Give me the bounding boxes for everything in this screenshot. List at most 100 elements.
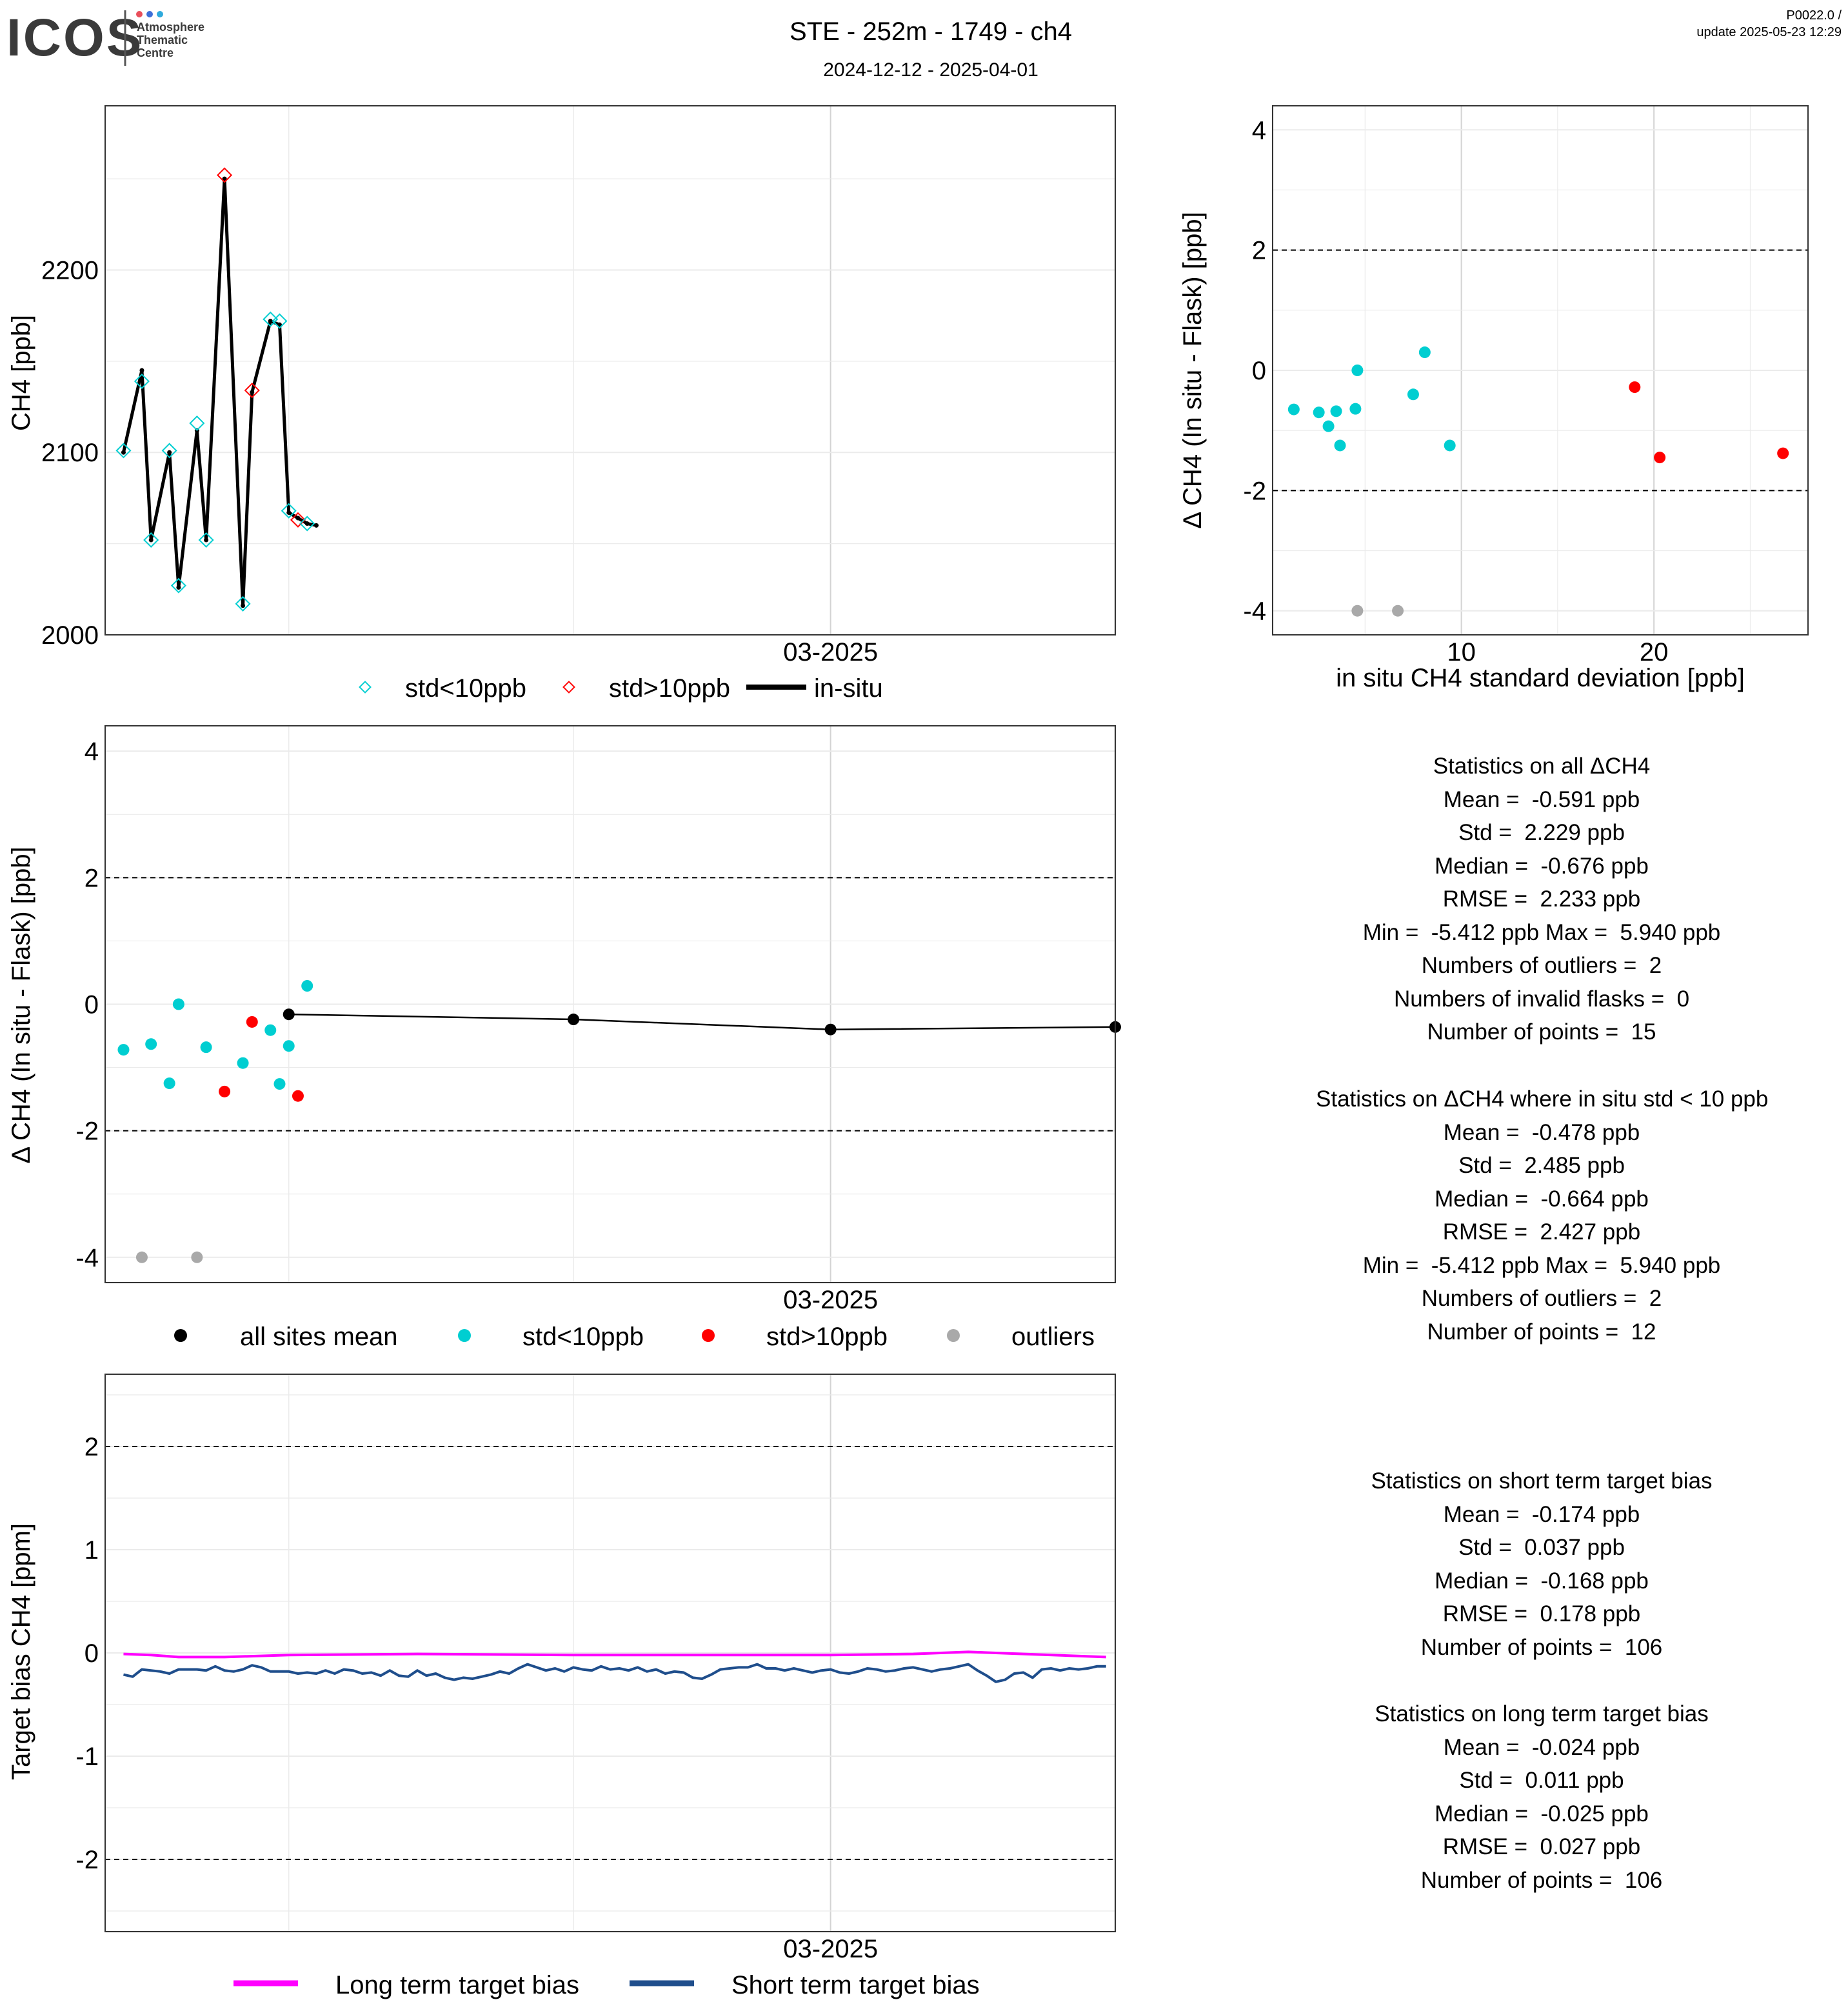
legend-label-std-lt10: std<10ppb bbox=[405, 674, 526, 703]
y-tick-label: 0 bbox=[84, 1639, 99, 1668]
delta-point bbox=[273, 1078, 286, 1090]
delta-point bbox=[264, 1024, 277, 1036]
legend-diamond-std-lt10 bbox=[359, 681, 372, 694]
flask-diamond bbox=[235, 595, 251, 612]
std-scatter-panel: -4 -2 0 2 4 10 20 Δ CH4 (In situ - Flask) [ppb… bbox=[1178, 105, 1809, 692]
stats-title: Statistics on short term target bias bbox=[1371, 1468, 1713, 1494]
stats-long-term: Statistics on long term target bias Mean… bbox=[1316, 1697, 1767, 1897]
scatter-point bbox=[1351, 365, 1364, 376]
stats-title: Statistics on long term target bias bbox=[1375, 1701, 1709, 1726]
y-tick-label: 2100 bbox=[41, 439, 99, 467]
timeseries-legend: std<10ppb std>10ppb in-situ bbox=[359, 674, 883, 703]
y-tick-label: -4 bbox=[1243, 597, 1266, 626]
legend-dot-mean bbox=[174, 1329, 187, 1342]
legend-dot-outliers bbox=[947, 1329, 960, 1342]
flask-diamond bbox=[161, 443, 177, 459]
y-tick-label: 2200 bbox=[41, 256, 99, 285]
delta-frame bbox=[104, 725, 1116, 1283]
delta-data bbox=[117, 980, 1121, 1263]
y-tick-label: 1 bbox=[84, 1536, 99, 1565]
stats-line: Median = -0.168 ppb bbox=[1435, 1568, 1649, 1594]
stats-line: Number of points = 106 bbox=[1420, 1867, 1663, 1893]
std-scatter-tick-labels: -4 -2 0 2 4 10 20 bbox=[1243, 116, 1668, 666]
logo-text: ICOS bbox=[6, 8, 143, 67]
legend-label-in-situ: in-situ bbox=[814, 674, 883, 703]
logo-dot-1 bbox=[136, 11, 143, 17]
long-term-bias-line bbox=[123, 1650, 1106, 1659]
timeseries-tick-labels: 2000 2100 2200 03-2025 bbox=[41, 256, 878, 666]
flask-diamond bbox=[244, 383, 260, 399]
stats-line: Std = 0.037 ppb bbox=[1458, 1535, 1625, 1560]
stats-line: Numbers of invalid flasks = 0 bbox=[1393, 986, 1690, 1012]
flask-diamond bbox=[299, 515, 315, 532]
mean-point bbox=[824, 1023, 837, 1036]
legend-dot-std-gt10 bbox=[702, 1329, 715, 1342]
delta-point bbox=[191, 1251, 203, 1263]
page-title: STE - 252m - 1749 - ch4 bbox=[790, 17, 1072, 46]
std-scatter-xlabel: in situ CH4 standard deviation [ppb] bbox=[1336, 664, 1745, 692]
delta-point bbox=[163, 1077, 175, 1090]
stats-line: Std = 2.229 ppb bbox=[1458, 820, 1625, 845]
stats-line: Number of points = 12 bbox=[1427, 1319, 1656, 1345]
delta-point bbox=[135, 1251, 148, 1263]
timeseries-panel: 2000 2100 2200 03-2025 CH4 [ppb] std<10ppb … bbox=[7, 105, 1116, 703]
version-label: P0022.0 / bbox=[1786, 8, 1842, 23]
logo-subtitle-line-3: Centre bbox=[137, 46, 174, 59]
flask-diamond bbox=[143, 532, 159, 548]
flask-diamond bbox=[189, 415, 205, 432]
legend-dot-std-lt10 bbox=[458, 1329, 471, 1342]
delta-point bbox=[292, 1090, 304, 1102]
y-tick-label: 0 bbox=[1252, 357, 1266, 385]
in-situ-point bbox=[304, 521, 310, 526]
y-tick-label: -4 bbox=[75, 1244, 99, 1272]
in-situ-point bbox=[250, 390, 255, 395]
target-bias-panel: -2 -1 0 1 2 03-2025 Target bias CH4 [ppm] Lon… bbox=[7, 1374, 1116, 1999]
stats-line: Median = -0.025 ppb bbox=[1435, 1801, 1649, 1826]
stats-line: Numbers of outliers = 2 bbox=[1421, 953, 1662, 978]
scatter-point bbox=[1777, 447, 1789, 459]
y-tick-label: 2 bbox=[1252, 237, 1266, 265]
stats-title: Statistics on ΔCH4 where in situ std < 1… bbox=[1316, 1086, 1769, 1112]
legend-label-long-term: Long term target bias bbox=[335, 1971, 579, 1999]
legend-label-mean: all sites mean bbox=[240, 1323, 398, 1351]
in-situ-point bbox=[241, 603, 246, 608]
x-tick-label: 03-2025 bbox=[783, 638, 878, 666]
logo-subtitle-line-2: Thematic bbox=[137, 34, 188, 46]
std-scatter-frame bbox=[1272, 105, 1809, 635]
in-situ-point bbox=[286, 510, 292, 515]
in-situ-point bbox=[313, 523, 319, 528]
flask-diamond bbox=[281, 503, 297, 519]
in-situ-point bbox=[121, 450, 126, 455]
stats-line: Mean = -0.174 ppb bbox=[1443, 1501, 1640, 1527]
scatter-point bbox=[1349, 403, 1362, 415]
in-situ-point bbox=[204, 537, 209, 543]
y-tick-label: -2 bbox=[75, 1846, 99, 1874]
timeseries-data bbox=[115, 167, 319, 612]
in-situ-point bbox=[139, 368, 144, 373]
logo-dot-3 bbox=[157, 11, 163, 17]
mean-line bbox=[288, 1013, 1116, 1030]
page-subtitle: 2024-12-12 - 2025-04-01 bbox=[823, 59, 1038, 81]
x-tick-label: 10 bbox=[1447, 638, 1476, 666]
target-bias-tick-labels: -2 -1 0 1 2 03-2025 bbox=[75, 1433, 878, 1963]
scatter-point bbox=[1418, 346, 1431, 359]
x-tick-label: 20 bbox=[1640, 638, 1669, 666]
mean-point bbox=[568, 1014, 580, 1026]
in-situ-point bbox=[222, 176, 227, 181]
x-tick-label: 03-2025 bbox=[783, 1286, 878, 1314]
y-tick-label: 4 bbox=[1252, 116, 1266, 145]
logo-subtitle-line-1: Atmosphere bbox=[137, 21, 204, 34]
in-situ-point bbox=[268, 319, 273, 324]
std-scatter-data bbox=[1287, 346, 1789, 617]
delta-point bbox=[172, 998, 184, 1010]
flask-diamond bbox=[217, 167, 233, 183]
scatter-point bbox=[1444, 439, 1456, 452]
scatter-point bbox=[1330, 405, 1342, 417]
target-bias-ylabel: Target bias CH4 [ppm] bbox=[7, 1523, 35, 1780]
stats-line: Numbers of outliers = 2 bbox=[1421, 1286, 1662, 1311]
stats-line: RMSE = 2.427 ppb bbox=[1442, 1219, 1641, 1245]
stats-std-lt10: Statistics on ΔCH4 where in situ std < 1… bbox=[1316, 1083, 1769, 1348]
in-situ-point bbox=[176, 585, 181, 590]
scatter-point bbox=[1351, 605, 1364, 617]
scatter-point bbox=[1334, 439, 1346, 452]
